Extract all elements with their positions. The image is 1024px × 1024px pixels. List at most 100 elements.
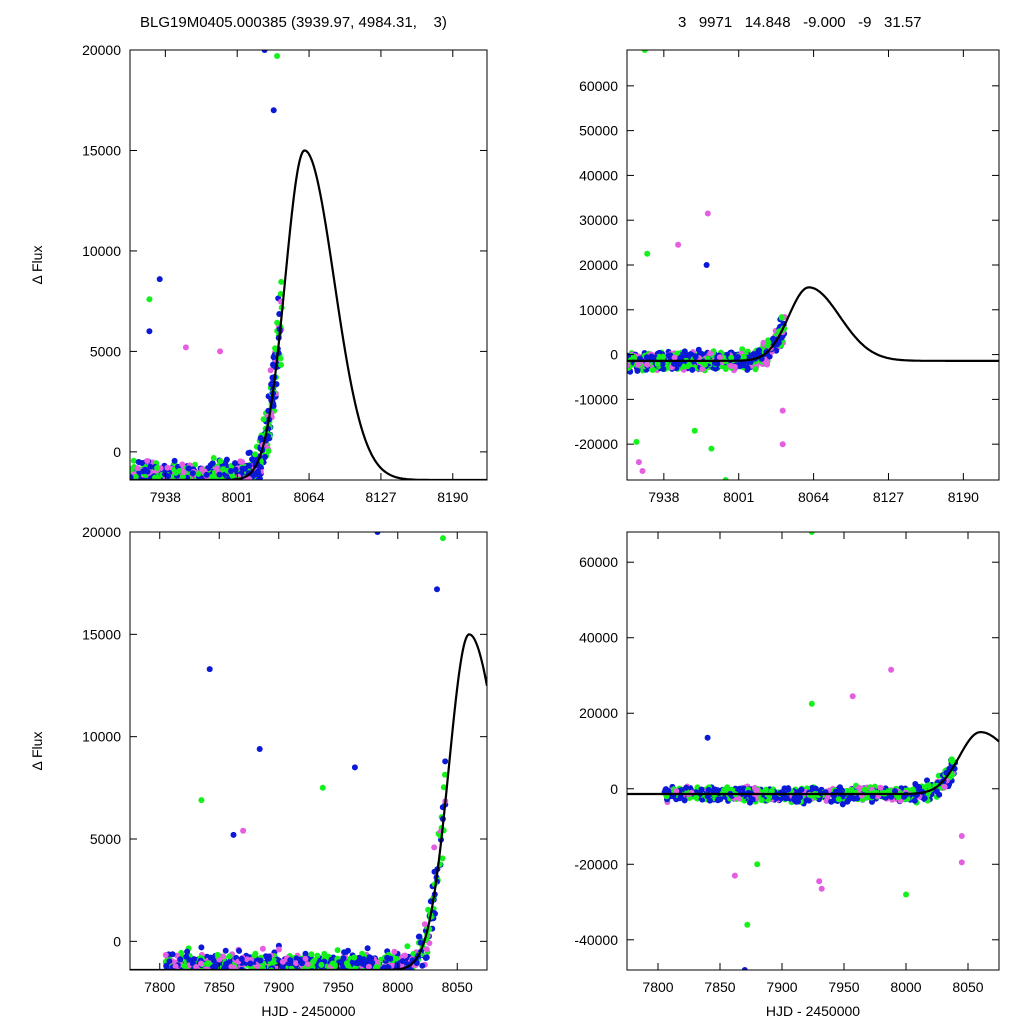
x-tick-label: 8001 bbox=[723, 489, 754, 505]
data-point bbox=[225, 481, 231, 487]
data-point bbox=[152, 474, 158, 480]
panel-bottom-left: 7800 7850 7900 7950 8000 8050 0 5000 10000 15000 2… bbox=[29, 524, 488, 1019]
data-point bbox=[200, 479, 203, 480]
data-point-outlier bbox=[808, 700, 815, 707]
data-point bbox=[736, 785, 743, 792]
y-tick-label: -20000 bbox=[574, 436, 618, 452]
data-point bbox=[422, 955, 429, 961]
data-point-outlier bbox=[779, 407, 786, 414]
data-point bbox=[287, 957, 294, 964]
data-point bbox=[714, 787, 721, 794]
data-point bbox=[205, 961, 212, 967]
data-point-outlier bbox=[635, 459, 642, 466]
data-point-outlier bbox=[849, 693, 856, 700]
data-point bbox=[196, 482, 202, 488]
model-curve bbox=[627, 731, 999, 796]
data-point bbox=[715, 796, 722, 803]
data-point bbox=[364, 945, 371, 952]
model-curve bbox=[627, 286, 999, 362]
data-point bbox=[271, 971, 277, 977]
x-tick-label: 8064 bbox=[293, 489, 324, 505]
data-point bbox=[202, 486, 208, 492]
data-point bbox=[171, 457, 178, 464]
data-point bbox=[393, 972, 399, 978]
data-point bbox=[185, 483, 191, 489]
data-point bbox=[339, 960, 346, 967]
data-point bbox=[278, 278, 285, 285]
data-point bbox=[174, 972, 180, 978]
data-point bbox=[199, 487, 205, 493]
data-point bbox=[243, 972, 249, 978]
data-point bbox=[193, 481, 199, 487]
data-point bbox=[380, 969, 383, 970]
data-point bbox=[210, 455, 217, 461]
data-point bbox=[404, 972, 410, 978]
data-point bbox=[683, 784, 690, 791]
data-point bbox=[202, 972, 208, 978]
data-point bbox=[183, 498, 189, 504]
x-tick-label: 8000 bbox=[890, 979, 921, 995]
data-point bbox=[222, 947, 229, 954]
data-point bbox=[165, 481, 171, 487]
data-point bbox=[399, 958, 406, 965]
data-point-outlier bbox=[440, 535, 446, 542]
data-point-outlier bbox=[691, 427, 698, 434]
data-point bbox=[296, 976, 302, 982]
data-point bbox=[701, 361, 708, 368]
data-point bbox=[210, 971, 216, 977]
data-point bbox=[189, 983, 195, 989]
data-point bbox=[665, 352, 672, 359]
data-point bbox=[381, 964, 388, 970]
data-point bbox=[671, 354, 678, 361]
data-point bbox=[180, 473, 186, 480]
data-point bbox=[764, 361, 771, 368]
data-point bbox=[630, 354, 637, 360]
data-point bbox=[835, 796, 842, 803]
data-point bbox=[177, 970, 183, 976]
data-point bbox=[214, 485, 220, 491]
y-axis-label: Δ Flux bbox=[29, 732, 45, 771]
y-axis-label: Δ Flux bbox=[29, 246, 45, 285]
data-point bbox=[181, 487, 187, 493]
data-point bbox=[924, 777, 930, 784]
data-point bbox=[366, 957, 373, 964]
data-point bbox=[340, 965, 346, 970]
data-point bbox=[768, 788, 775, 795]
data-point bbox=[243, 971, 249, 977]
y-tick-label: 0 bbox=[610, 781, 618, 797]
x-tick-label: 8190 bbox=[437, 489, 468, 505]
x-tick-label: 7900 bbox=[766, 979, 797, 995]
data-point bbox=[351, 954, 358, 961]
data-point bbox=[390, 972, 396, 978]
data-point-outlier bbox=[256, 746, 263, 752]
data-point bbox=[169, 481, 175, 487]
data-point-outlier bbox=[240, 827, 247, 834]
data-point bbox=[191, 983, 197, 989]
data-point-outlier bbox=[217, 348, 224, 355]
data-point bbox=[393, 955, 400, 962]
data-point-outlier bbox=[704, 210, 711, 217]
x-axis-label: HJD - 2450000 bbox=[261, 1003, 355, 1019]
data-point bbox=[677, 794, 684, 800]
data-point bbox=[203, 471, 210, 478]
data-point bbox=[190, 481, 196, 487]
data-point bbox=[393, 973, 399, 979]
data-point bbox=[157, 480, 163, 486]
data-point bbox=[366, 975, 372, 981]
data-point bbox=[134, 465, 141, 472]
data-point bbox=[302, 950, 309, 957]
data-point bbox=[773, 795, 780, 802]
data-points-top-left bbox=[130, 50, 487, 504]
data-point bbox=[234, 973, 240, 979]
data-point bbox=[222, 970, 228, 976]
data-point bbox=[409, 969, 412, 970]
data-point bbox=[185, 486, 191, 492]
data-point bbox=[262, 454, 268, 460]
data-point-outlier bbox=[374, 532, 381, 535]
y-tick-label: 40000 bbox=[579, 630, 618, 646]
data-point bbox=[189, 488, 195, 494]
data-point bbox=[233, 482, 239, 488]
data-point bbox=[180, 469, 187, 476]
data-point bbox=[877, 784, 884, 791]
y-tick-label: -20000 bbox=[574, 856, 618, 872]
